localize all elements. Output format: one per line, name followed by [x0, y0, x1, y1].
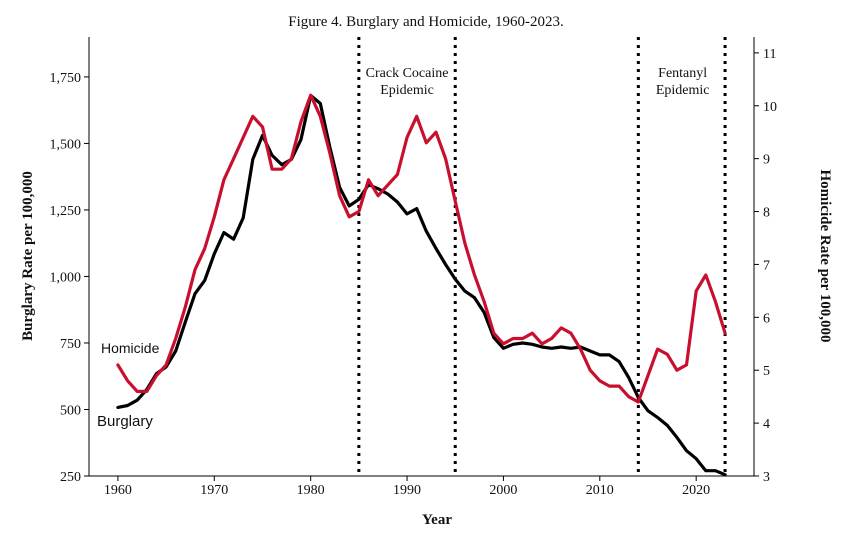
axes: 1960 1970 1980 1990 2000 2010 2020 250 500 750 1,0…: [50, 37, 777, 498]
x-tick-label: 2000: [489, 483, 517, 498]
y-left-tick-label: 1,000: [50, 270, 82, 285]
crack-epidemic-label: Crack Cocaine: [366, 66, 449, 81]
fentanyl-epidemic-label: Epidemic: [656, 83, 710, 98]
y-right-tick-label: 9: [763, 153, 770, 168]
x-tick-label: 1960: [104, 483, 132, 498]
y-axis-title-right: Homicide Rate per 100,000: [817, 169, 833, 342]
series-layer: [116, 93, 727, 477]
homicide-series-line: [116, 93, 727, 404]
y-right-tick-label: 4: [763, 417, 770, 432]
y-left-tick-label: 500: [60, 403, 81, 418]
y-left-tick-label: 1,750: [50, 71, 82, 86]
y-axis-title-left: Burglary Rate per 100,000: [20, 171, 36, 341]
crack-epidemic-label: Epidemic: [380, 83, 434, 98]
x-tick-label: 2010: [586, 483, 614, 498]
chart-title: Figure 4. Burglary and Homicide, 1960-20…: [288, 14, 564, 30]
y-left-tick-label: 750: [60, 337, 81, 352]
y-right-tick-label: 10: [763, 100, 777, 115]
y-left-tick-label: 1,500: [50, 137, 82, 152]
burglary-series-line: [116, 93, 727, 477]
homicide-series-label: Homicide: [101, 340, 160, 356]
epidemic-dividers: [357, 37, 727, 476]
y-left-tick-label: 250: [60, 470, 81, 485]
y-right-tick-label: 5: [763, 364, 770, 379]
y-right-tick-label: 7: [763, 258, 770, 273]
y-left-tick-label: 1,250: [50, 204, 82, 219]
y-right-tick-label: 6: [763, 311, 770, 326]
fentanyl-epidemic-label: Fentanyl: [658, 66, 707, 81]
series-labels: Homicide Burglary: [97, 340, 160, 430]
x-tick-label: 1990: [393, 483, 421, 498]
y-right-tick-label: 8: [763, 206, 770, 221]
x-tick-label: 2020: [682, 483, 710, 498]
x-tick-label: 1970: [200, 483, 228, 498]
y-right-tick-label: 3: [763, 470, 770, 485]
x-tick-label: 1980: [297, 483, 325, 498]
annotations: Crack Cocaine Epidemic Fentanyl Epidemic: [366, 66, 710, 98]
burglary-series-label: Burglary: [97, 413, 153, 430]
y-right-tick-label: 11: [763, 47, 776, 62]
x-axis-title: Year: [422, 512, 452, 528]
